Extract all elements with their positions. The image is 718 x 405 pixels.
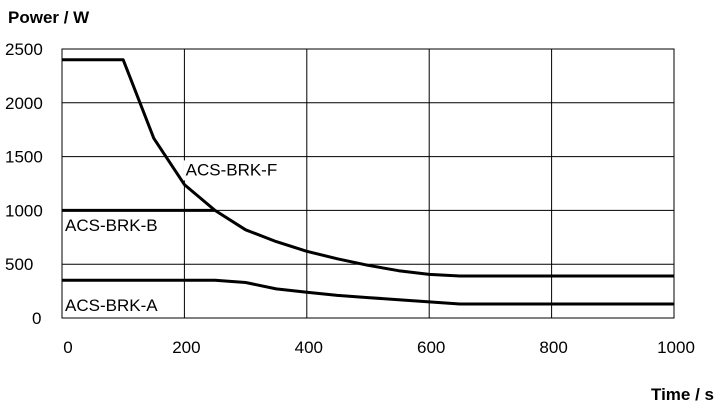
series-label-bg <box>183 160 280 181</box>
chart-lines <box>62 58 674 306</box>
x-tick-label: 800 <box>539 338 567 357</box>
x-axis-label: Time / s <box>651 385 714 404</box>
y-tick-label: 500 <box>5 255 33 274</box>
y-axis-label: Power / W <box>8 8 90 27</box>
series-label: ACS-BRK-A <box>65 296 158 315</box>
plot-frame <box>61 48 675 319</box>
y-tick-label: 2500 <box>5 40 43 59</box>
chart-tick-labels: 0 200 400 600 800 1000 0 500 1000 1500 2000 2500 <box>5 40 695 357</box>
y-tick-label: 2000 <box>5 94 43 113</box>
series-label-bg <box>63 296 161 317</box>
y-tick-label: 0 <box>32 309 41 328</box>
series-label-bg <box>63 215 160 236</box>
series-label: ACS-BRK-B <box>65 216 158 235</box>
x-tick-label: 200 <box>172 338 200 357</box>
x-tick-label: 1000 <box>657 338 695 357</box>
x-tick-label: 0 <box>63 338 72 357</box>
chart-grid <box>61 48 675 319</box>
series-line-acs-brk-a <box>62 278 674 306</box>
chart-series-labels: ACS-BRK-F ACS-BRK-B ACS-BRK-A <box>63 160 280 317</box>
y-tick-label: 1000 <box>5 201 43 220</box>
series-line-acs-brk-f <box>62 58 674 278</box>
x-tick-label: 400 <box>295 338 323 357</box>
x-tick-label: 600 <box>417 338 445 357</box>
y-tick-label: 1500 <box>5 148 43 167</box>
series-label: ACS-BRK-F <box>186 160 278 179</box>
